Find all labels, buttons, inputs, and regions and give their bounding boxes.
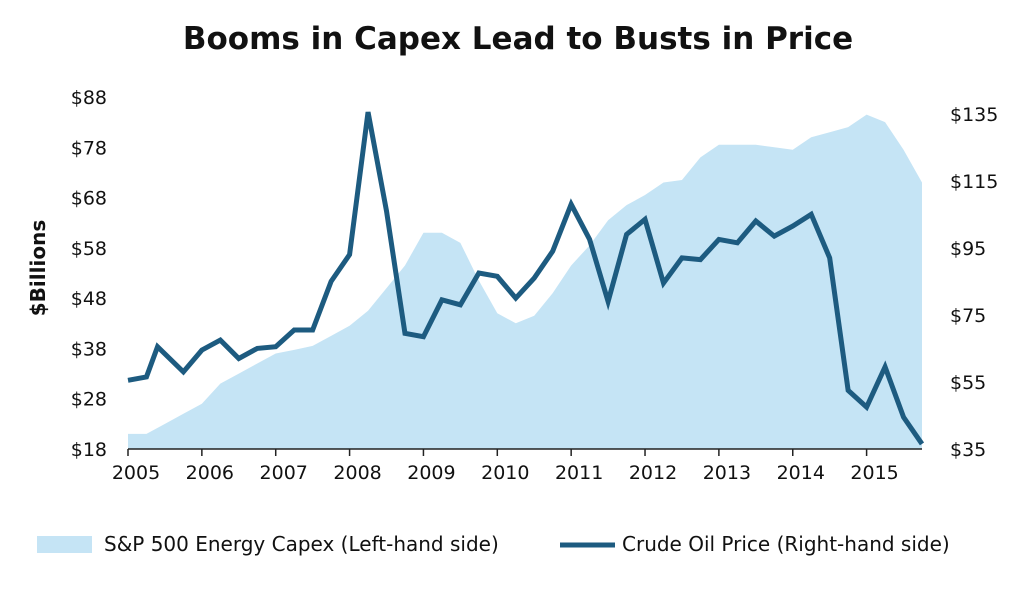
x-tick-label: 2012: [629, 462, 677, 484]
left-y-tick-label: $18: [71, 439, 107, 461]
right-y-tick-label: $95: [950, 238, 986, 260]
left-y-tick-label: $28: [71, 389, 107, 411]
right-y-tick-label: $135: [950, 104, 998, 126]
right-y-tick-label: $55: [950, 372, 986, 394]
legend-label-capex: S&P 500 Energy Capex (Left-hand side): [104, 532, 499, 556]
right-y-tick-label: $115: [950, 171, 998, 193]
left-y-tick-label: $38: [71, 338, 107, 360]
x-tick-label: 2014: [777, 462, 825, 484]
oil-price-line: [127, 111, 925, 446]
oil-price-line-layer: [127, 111, 925, 446]
capex-area: [128, 114, 922, 449]
x-tick-label: 2015: [850, 462, 898, 484]
legend-label-oil: Crude Oil Price (Right-hand side): [622, 532, 950, 556]
x-tick-label: 2005: [112, 462, 160, 484]
x-tick-label: 2011: [555, 462, 603, 484]
chart-title: Booms in Capex Lead to Busts in Price: [183, 21, 853, 57]
x-tick-label: 2013: [703, 462, 751, 484]
capex-area-layer: [128, 114, 922, 449]
x-tick-label: 2010: [481, 462, 529, 484]
left-y-tick-label: $58: [71, 238, 107, 260]
left-y-tick-label: $68: [71, 188, 107, 210]
x-tick-label: 2009: [407, 462, 455, 484]
axes-layer: 2005 2006 2007 2008 2009 2010 2011 2012 2013 2014…: [71, 87, 999, 484]
left-y-tick-label: $88: [71, 87, 107, 109]
legend-swatch-capex: [37, 536, 92, 553]
legend: S&P 500 Energy Capex (Left-hand side) Cru…: [37, 532, 950, 556]
left-y-tick-label: $48: [71, 288, 107, 310]
right-y-tick-label: $35: [950, 439, 986, 461]
x-tick-label: 2006: [186, 462, 234, 484]
x-tick-label: 2007: [260, 462, 308, 484]
left-y-tick-label: $78: [71, 137, 107, 159]
right-y-tick-label: $75: [950, 305, 986, 327]
x-tick-label: 2008: [333, 462, 381, 484]
y-axis-label: $Billions: [26, 220, 50, 316]
